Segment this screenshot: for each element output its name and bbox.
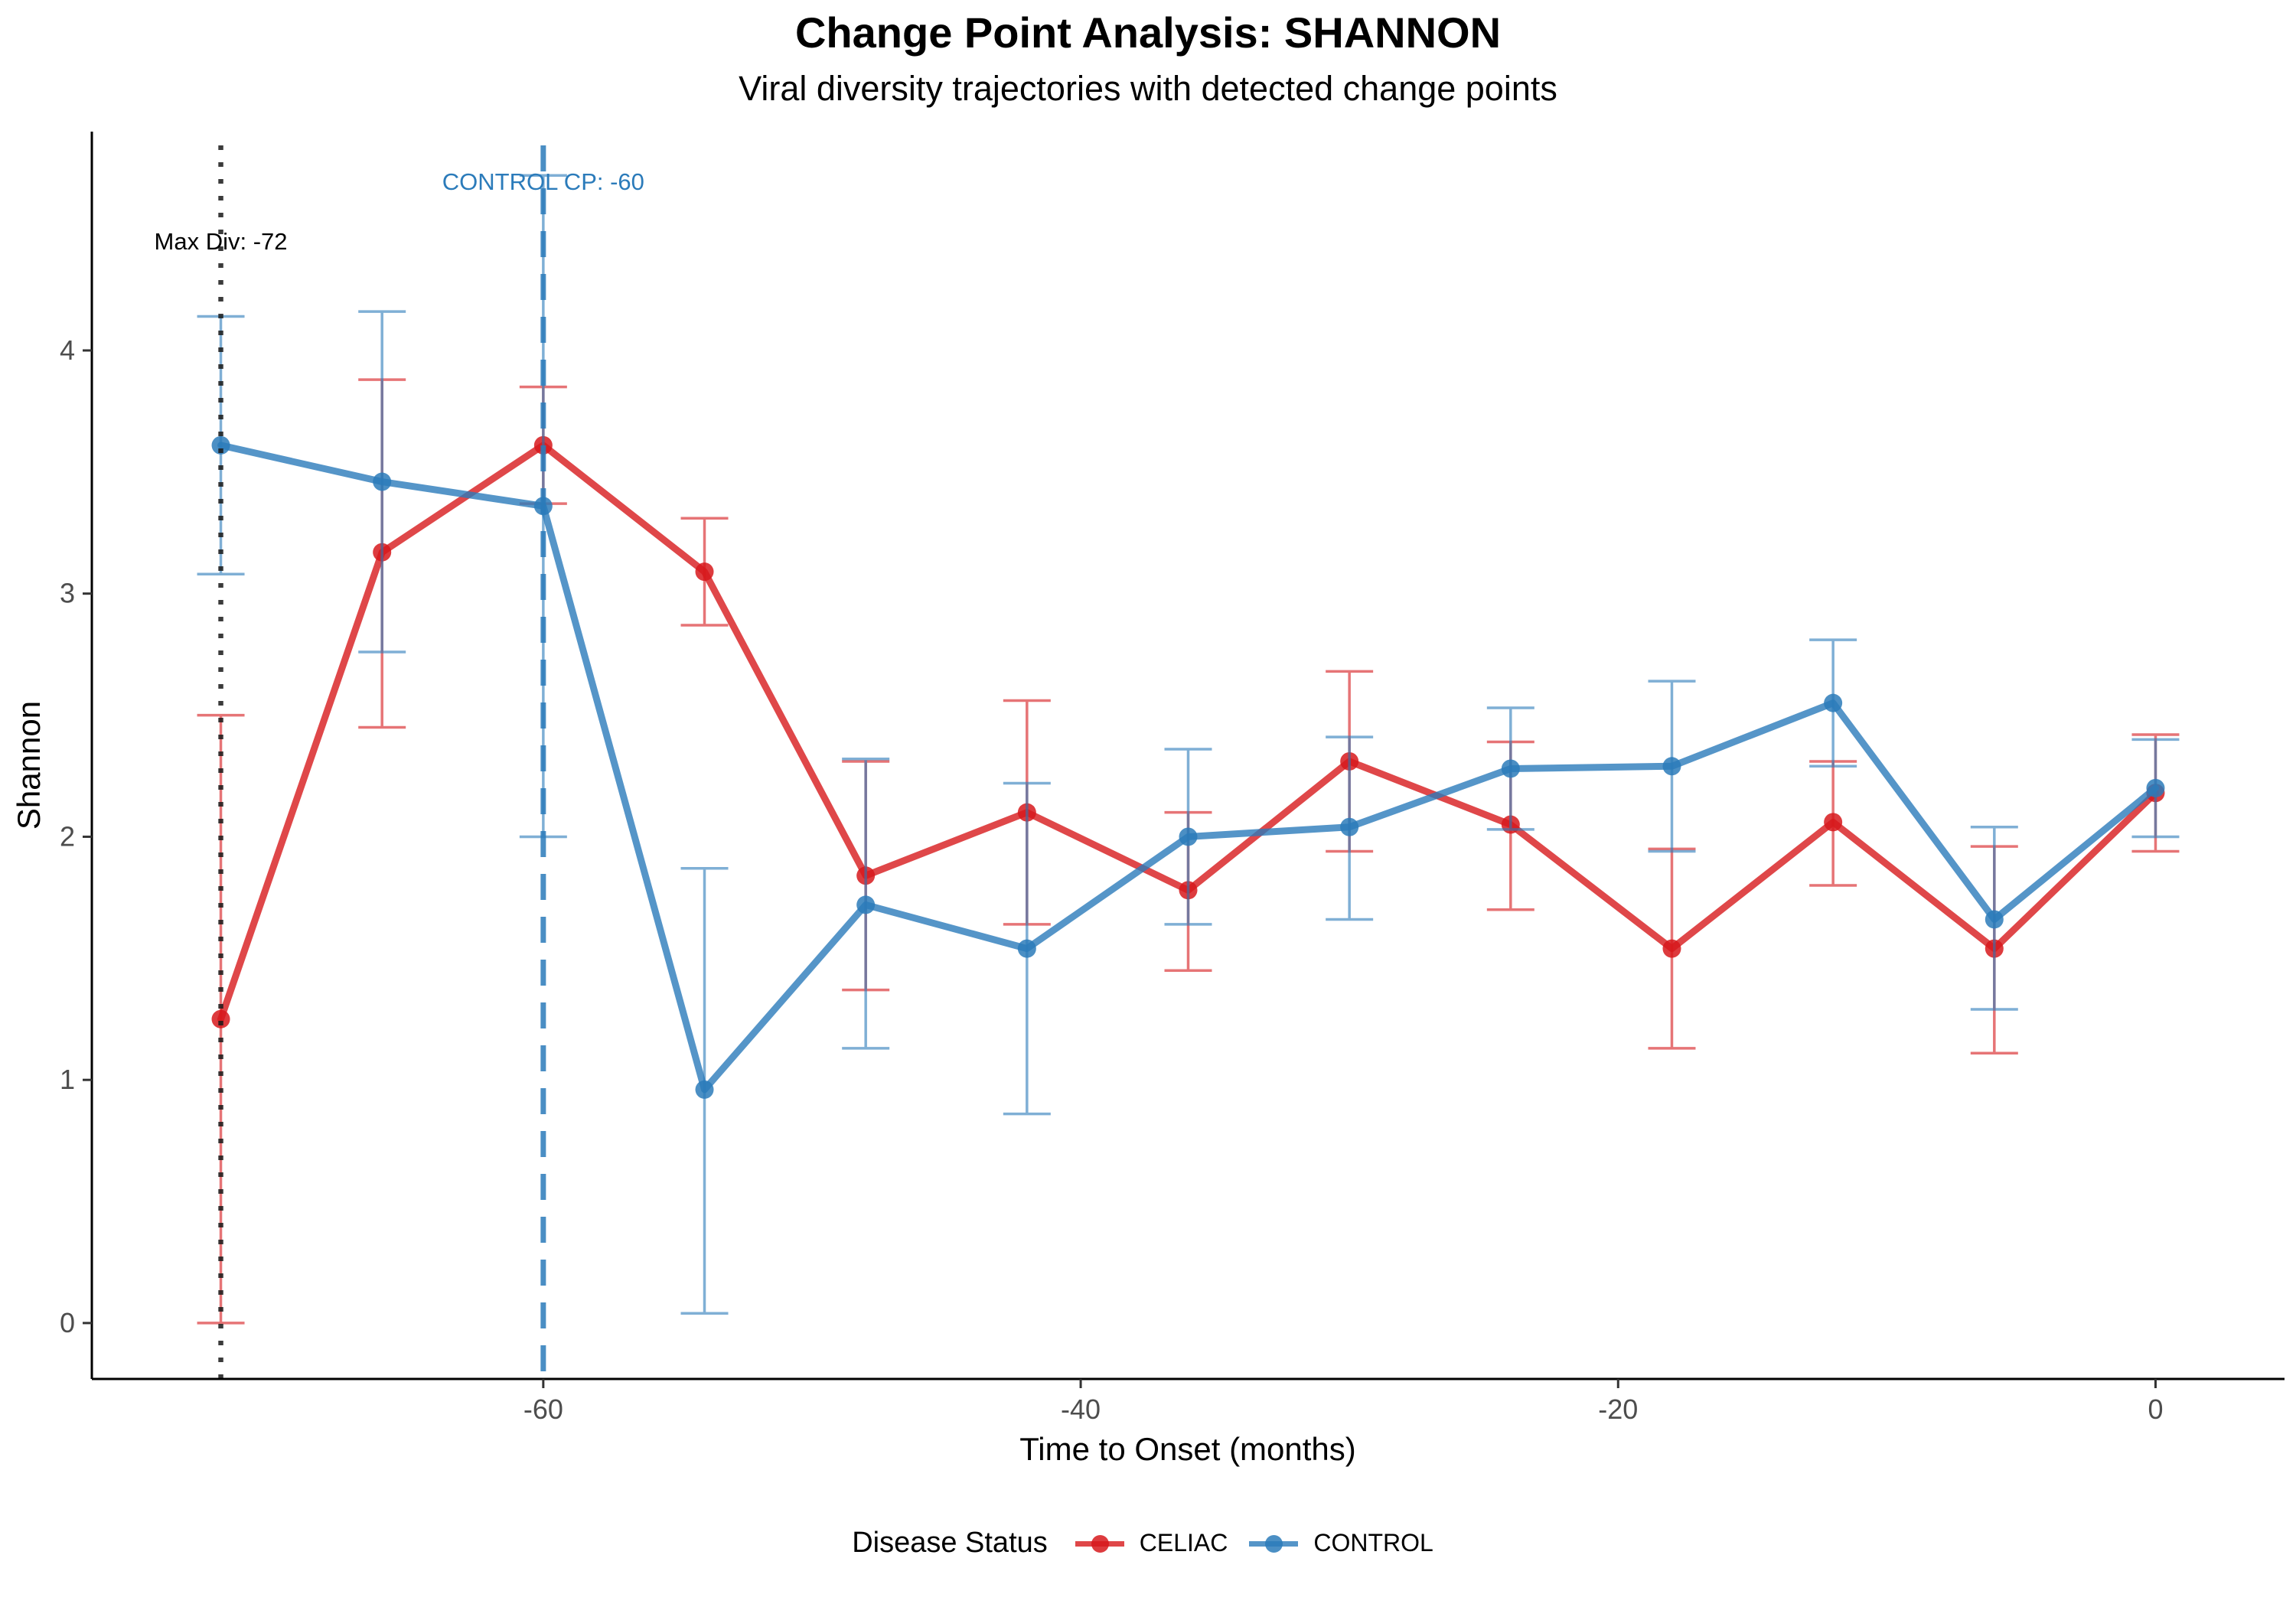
y-tick-label-2: 2 (60, 820, 75, 852)
data-point (1985, 910, 2004, 929)
y-axis-title: Shannon (11, 701, 47, 830)
legend-key-control (1249, 1528, 1299, 1559)
data-point (2146, 778, 2165, 797)
change-point-labels: Max Div: -72 CONTROL CP: -60 (155, 168, 644, 255)
data-point (1017, 939, 1036, 958)
data-point (1662, 939, 1681, 958)
data-point (695, 562, 714, 582)
legend-label-celiac: CELIAC (1139, 1529, 1228, 1556)
x-tick-label-1: -40 (1061, 1393, 1101, 1425)
annotation-dotted: Max Div: -72 (155, 228, 288, 255)
x-tick-label-0: -60 (523, 1393, 563, 1425)
x-axis-title: Time to Onset (months) (1019, 1431, 1356, 1467)
data-point (1340, 817, 1359, 836)
data-point (1179, 827, 1198, 846)
change-point-vlines (218, 145, 546, 1379)
data-point (1662, 757, 1681, 776)
y-tick-label-3: 3 (60, 578, 75, 609)
data-point (211, 1009, 230, 1028)
y-tick-label-1: 1 (60, 1064, 75, 1095)
series-control (197, 174, 2180, 1315)
y-tick-label-4: 4 (60, 334, 75, 366)
x-tick-label-2: -20 (1598, 1393, 1638, 1425)
data-point (856, 895, 876, 914)
ticks: -60 -40 -20 0 0 1 2 3 4 (60, 334, 2164, 1425)
x-tick-label-3: 0 (2148, 1393, 2163, 1425)
data-point (211, 435, 230, 455)
axes (90, 132, 2285, 1380)
legend-label-control: CONTROL (1313, 1529, 1433, 1556)
data-point (373, 472, 392, 491)
data-point (1824, 693, 1843, 712)
data-point (1501, 759, 1520, 778)
legend-title: Disease Status (852, 1527, 1048, 1559)
legend-dot-celiac (1091, 1534, 1109, 1553)
legend: Disease Status CELIAC CONTROL (0, 1527, 2296, 1560)
chart-subtitle: Viral diversity trajectories with detect… (739, 69, 1557, 108)
chart-title: Change Point Analysis: SHANNON (794, 8, 1502, 57)
legend-item-celiac: CELIAC (1075, 1528, 1228, 1559)
annotation-dashed: CONTROL CP: -60 (442, 168, 644, 195)
series-layer (197, 145, 2180, 1379)
y-tick-label-0: 0 (60, 1307, 75, 1338)
legend-key-celiac (1075, 1528, 1124, 1559)
data-point (1824, 813, 1843, 832)
legend-item-control: CONTROL (1249, 1528, 1433, 1559)
data-point (695, 1080, 714, 1099)
legend-dot-control (1265, 1534, 1283, 1553)
